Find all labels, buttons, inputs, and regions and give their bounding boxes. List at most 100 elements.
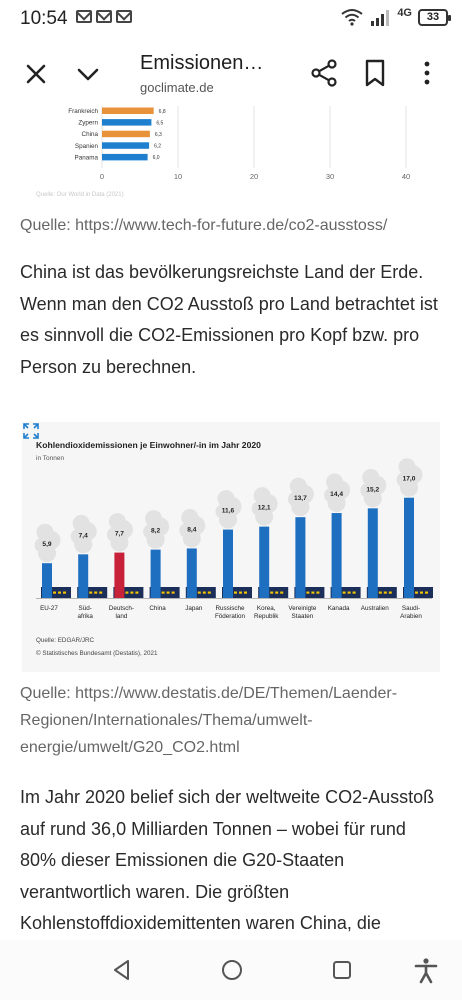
- paragraph-1: China ist das bevölkerungsreichste Land …: [20, 262, 438, 377]
- smoke-puff: [72, 514, 90, 532]
- factory-window: [425, 591, 428, 594]
- close-icon[interactable]: [22, 60, 50, 88]
- category-label: Frankreich: [68, 108, 98, 115]
- category-label: Zypern: [78, 120, 98, 127]
- share-icon[interactable]: [310, 58, 338, 88]
- more-options-icon[interactable]: [420, 58, 434, 88]
- factory-window: [161, 591, 165, 594]
- factory-window: [135, 591, 139, 594]
- value-label: 12,1: [258, 505, 271, 512]
- value-label: 7,4: [79, 532, 88, 539]
- status-time: 10:54: [20, 8, 68, 29]
- smoke-cloud: [34, 523, 61, 563]
- value-label: 6,8: [159, 109, 166, 115]
- x-tick-label: 30: [326, 172, 334, 181]
- category-label: Vereinigte: [288, 605, 317, 612]
- value-label: 6,0: [153, 155, 160, 161]
- factory-window: [125, 591, 129, 594]
- home-icon[interactable]: [218, 956, 246, 984]
- factory-window: [89, 591, 93, 594]
- page-url: goclimate.de: [140, 80, 214, 95]
- mail-icon: [96, 10, 112, 23]
- chimney-bar: [295, 517, 306, 598]
- factory-window: [275, 591, 279, 594]
- bar: [102, 142, 150, 149]
- factory-window: [388, 591, 392, 594]
- accessibility-icon[interactable]: [412, 956, 440, 984]
- x-tick-label: 20: [250, 172, 258, 181]
- category-label: Arabien: [400, 613, 422, 620]
- category-label: Australien: [361, 605, 389, 612]
- chimney-bar: [114, 552, 125, 598]
- status-bar: 10:54 4G 33: [0, 0, 462, 40]
- category-label: China: [149, 605, 166, 612]
- chimney-bar: [223, 529, 233, 598]
- value-label: 13,7: [294, 495, 307, 502]
- chimney-bar: [367, 508, 378, 598]
- smoke-puff: [326, 473, 344, 491]
- chimney-bar: [259, 526, 270, 598]
- smoke-puff: [398, 458, 416, 476]
- category-label: Saudi-: [402, 605, 420, 612]
- factory-window: [207, 591, 211, 594]
- bar: [102, 130, 150, 138]
- chimney-bar: [404, 497, 414, 598]
- factory-building: [258, 587, 289, 598]
- value-label: 5,9: [42, 541, 51, 548]
- category-label: Korea,: [257, 605, 276, 612]
- page-title: Emissionen…: [140, 52, 264, 74]
- source-line-2[interactable]: Quelle: https://www.destatis.de/DE/Theme…: [20, 685, 398, 756]
- value-label: 6,2: [154, 144, 161, 150]
- smoke-puff: [362, 468, 380, 486]
- value-label: 7,7: [115, 531, 124, 538]
- factory-window: [352, 591, 356, 594]
- factory-window: [234, 591, 237, 594]
- smoke-cloud: [324, 473, 351, 513]
- value-label: 17,0: [403, 476, 416, 483]
- chart-title: Kohlendioxidemissionen je Einwohner/-in …: [36, 440, 261, 450]
- category-label: Panama: [75, 154, 99, 161]
- chimney-bar: [78, 554, 89, 598]
- category-label: Föderation: [215, 613, 246, 620]
- x-tick-label: 40: [402, 172, 410, 181]
- bookmark-icon[interactable]: [362, 58, 388, 88]
- chart-source: Quelle: EDGAR/JRC: [36, 637, 95, 644]
- fragment-chart: 0 10 20 30 40 Frankreich 6,8 Zypern 6,5 China 6,3 S…: [36, 106, 410, 198]
- smoke-cloud: [106, 513, 133, 552]
- chimney-bar: [186, 548, 197, 598]
- smoke-puff: [145, 510, 163, 528]
- chimney-bar: [42, 563, 52, 598]
- factory-window: [342, 591, 346, 594]
- factory-window: [197, 591, 201, 594]
- back-icon[interactable]: [108, 956, 136, 984]
- recents-icon[interactable]: [328, 956, 356, 984]
- notification-icons: [76, 10, 132, 23]
- smoke-cloud: [143, 510, 170, 549]
- chimney-bar: [331, 513, 342, 598]
- category-label: Deutsch-: [109, 605, 134, 612]
- factory-window: [280, 591, 284, 594]
- factory-window: [306, 591, 310, 594]
- smoke-cloud: [360, 468, 387, 508]
- factory-window: [58, 591, 61, 594]
- source-line-1[interactable]: Quelle: https://www.tech-for-future.de/c…: [20, 217, 388, 234]
- fragment-source: Quelle: Our World in Data (2021): [36, 192, 124, 198]
- chart-subtitle: in Tonnen: [36, 455, 64, 462]
- expand-icon[interactable]: [22, 422, 40, 440]
- factory-window: [383, 591, 387, 594]
- custom-tab-toolbar: Emissionen… goclimate.de: [0, 40, 462, 106]
- category-label: Kanada: [328, 605, 350, 612]
- smoke-cloud: [215, 490, 242, 529]
- value-label: 11,6: [222, 508, 235, 515]
- smoke-puff: [289, 477, 307, 495]
- category-label: Staaten: [292, 613, 314, 620]
- signal-icon: [371, 10, 390, 26]
- factory-window: [316, 591, 320, 594]
- bar: [102, 119, 152, 126]
- co2-per-capita-chart-card[interactable]: Kohlendioxidemissionen je Einwohner/-in …: [22, 422, 440, 672]
- category-label: Russische: [215, 605, 245, 612]
- bar: [102, 153, 148, 161]
- chart-copyright: © Statistisches Bundesamt (Destatis), 20…: [36, 649, 158, 657]
- smoke-puff: [181, 508, 199, 526]
- chevron-down-icon[interactable]: [74, 60, 102, 88]
